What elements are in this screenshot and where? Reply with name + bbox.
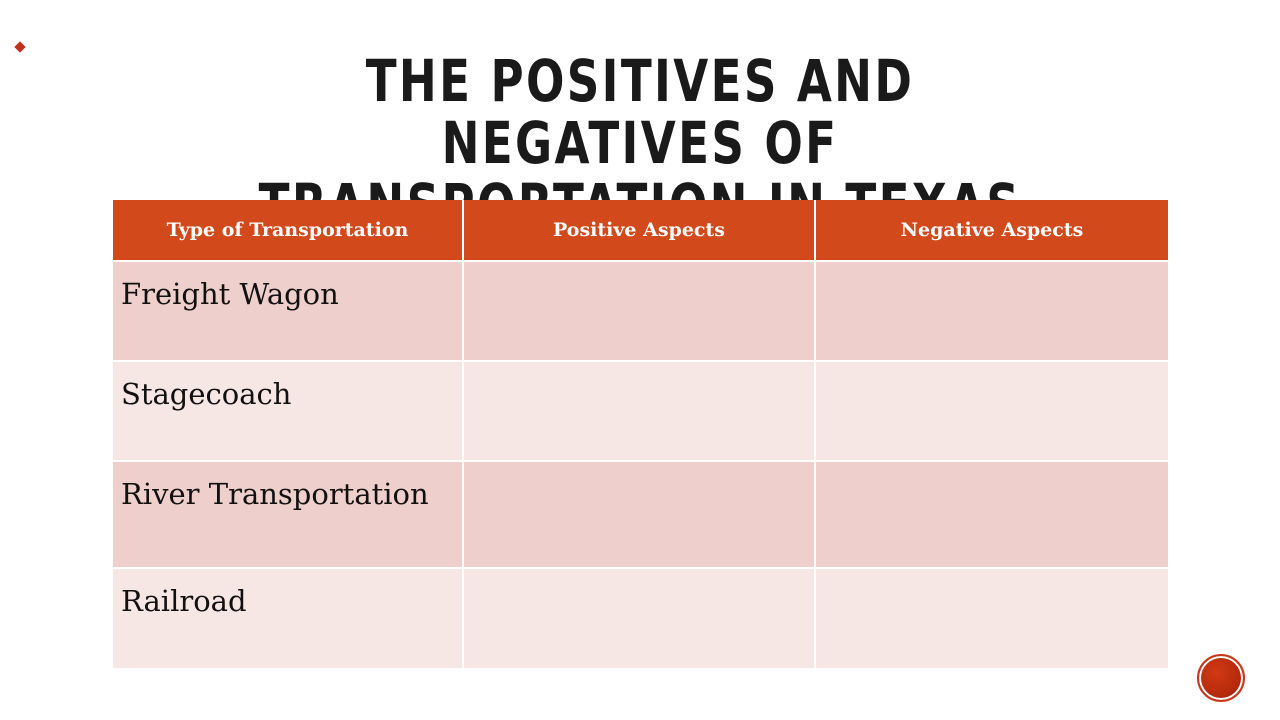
cell-negative[interactable] xyxy=(815,567,1168,668)
table-row: Stagecoach xyxy=(113,360,1168,461)
cell-positive[interactable] xyxy=(463,567,816,668)
table-row: River Transportation xyxy=(113,460,1168,568)
header-type-of-transportation: Type of Transportation xyxy=(113,200,464,261)
cell-type: Stagecoach xyxy=(113,360,464,461)
cell-negative[interactable] xyxy=(815,260,1168,361)
slide-nav-button[interactable] xyxy=(1197,654,1245,702)
cell-positive[interactable] xyxy=(463,360,816,461)
header-negative-aspects: Negative Aspects xyxy=(815,200,1168,261)
header-positive-aspects: Positive Aspects xyxy=(463,200,816,261)
cell-type: River Transportation xyxy=(113,460,464,568)
table-row: Railroad xyxy=(113,567,1168,668)
cell-positive[interactable] xyxy=(463,460,816,568)
table-row: Freight Wagon xyxy=(113,260,1168,361)
table-header-row: Type of Transportation Positive Aspects … xyxy=(113,200,1168,261)
cell-negative[interactable] xyxy=(815,360,1168,461)
transportation-table: Type of Transportation Positive Aspects … xyxy=(113,200,1168,668)
cell-negative[interactable] xyxy=(815,460,1168,568)
title-bullet-icon xyxy=(14,41,26,53)
cell-type: Railroad xyxy=(113,567,464,668)
cell-positive[interactable] xyxy=(463,260,816,361)
cell-type: Freight Wagon xyxy=(113,260,464,361)
